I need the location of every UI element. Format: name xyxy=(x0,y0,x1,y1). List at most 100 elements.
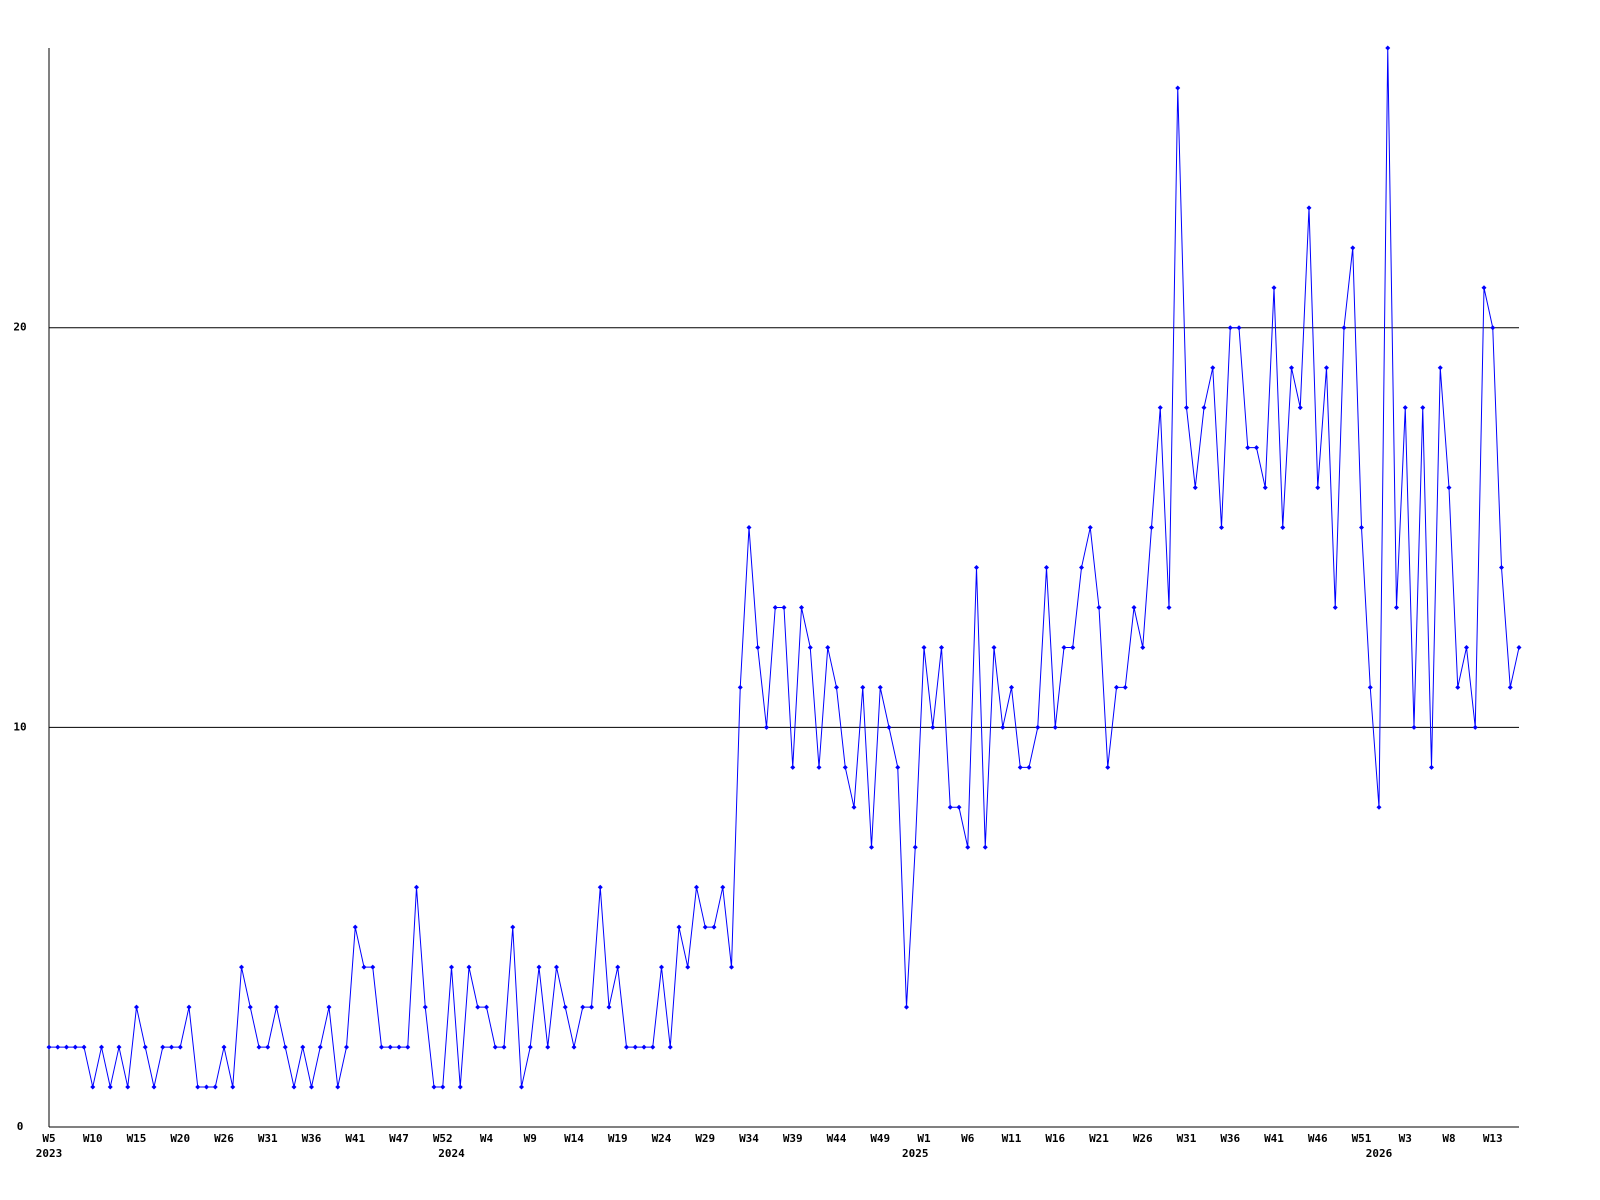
point xyxy=(1044,565,1049,571)
point xyxy=(1376,804,1382,810)
x-tick-label: W4 xyxy=(480,1132,494,1145)
point xyxy=(1315,485,1321,491)
point xyxy=(589,1004,594,1010)
point xyxy=(239,964,244,970)
point xyxy=(230,1084,236,1090)
point xyxy=(282,1044,288,1050)
point xyxy=(1464,644,1469,650)
point xyxy=(877,684,883,690)
point xyxy=(667,1044,673,1050)
x-tick-label: W8 xyxy=(1442,1132,1455,1145)
point xyxy=(737,684,743,690)
point xyxy=(1201,405,1207,411)
point xyxy=(1507,684,1513,690)
point xyxy=(807,644,813,650)
point xyxy=(379,1044,384,1050)
point xyxy=(1000,724,1006,730)
point xyxy=(309,1084,314,1090)
point xyxy=(895,764,901,770)
point xyxy=(370,964,376,970)
point xyxy=(904,1004,909,1010)
point xyxy=(947,804,953,810)
point xyxy=(1472,724,1478,730)
point xyxy=(457,1084,463,1090)
x-tick-label: W36 xyxy=(302,1132,322,1145)
point xyxy=(1446,485,1452,491)
x-tick-label: W19 xyxy=(608,1132,628,1145)
point xyxy=(414,884,419,890)
point xyxy=(825,644,831,650)
x-tick-label: W1 xyxy=(917,1132,931,1145)
point xyxy=(851,804,857,810)
point xyxy=(764,724,769,730)
x-tick-label: W14 xyxy=(564,1132,584,1145)
year-label: 2025 xyxy=(902,1147,929,1160)
point xyxy=(90,1084,96,1090)
point xyxy=(694,884,699,890)
point xyxy=(64,1044,69,1050)
point xyxy=(1411,724,1417,730)
x-tick-label: W6 xyxy=(961,1132,975,1145)
point xyxy=(1079,565,1084,571)
point xyxy=(1402,405,1408,411)
point xyxy=(1236,325,1242,331)
point xyxy=(1087,525,1093,531)
point xyxy=(291,1084,297,1090)
point xyxy=(860,684,866,690)
point xyxy=(335,1084,341,1090)
x-tick-label: W39 xyxy=(783,1132,803,1145)
point xyxy=(1271,285,1277,291)
point xyxy=(160,1044,166,1050)
point xyxy=(1350,245,1356,251)
x-tick-label: W31 xyxy=(1177,1132,1197,1145)
x-tick-label: W13 xyxy=(1483,1132,1503,1145)
point xyxy=(562,1004,568,1010)
point xyxy=(799,604,804,610)
point xyxy=(1149,525,1154,531)
point xyxy=(1096,604,1102,610)
point xyxy=(650,1044,656,1050)
point xyxy=(781,604,787,610)
point xyxy=(1289,365,1294,371)
point xyxy=(554,964,559,970)
point xyxy=(974,565,979,571)
point xyxy=(1166,604,1172,610)
point xyxy=(151,1084,157,1090)
point xyxy=(755,644,761,650)
line xyxy=(49,47,1520,1088)
point xyxy=(387,1044,393,1050)
point xyxy=(834,684,839,690)
point xyxy=(1385,45,1391,51)
point xyxy=(939,644,944,650)
point xyxy=(1341,325,1347,331)
point xyxy=(536,964,542,970)
point xyxy=(1227,325,1233,331)
point xyxy=(221,1044,227,1050)
point xyxy=(632,1044,638,1050)
x-tick-label: W49 xyxy=(870,1132,890,1145)
point xyxy=(886,724,892,730)
point xyxy=(1184,405,1189,411)
x-tick-label: W11 xyxy=(1002,1132,1022,1145)
point xyxy=(624,1044,629,1050)
point xyxy=(1359,525,1364,531)
point xyxy=(527,1044,533,1050)
point xyxy=(99,1044,104,1050)
point xyxy=(1306,205,1312,211)
x-tick-label: W26 xyxy=(214,1132,234,1145)
point xyxy=(1192,485,1198,491)
x-tick-label: W16 xyxy=(1045,1132,1065,1145)
point xyxy=(256,1044,262,1050)
point xyxy=(1262,485,1268,491)
x-tick-label: W41 xyxy=(345,1132,365,1145)
point xyxy=(274,1004,279,1010)
y-tick-label: 0 xyxy=(17,1120,24,1133)
x-tick-label: W15 xyxy=(127,1132,147,1145)
point xyxy=(1280,525,1286,531)
x-tick-label: W34 xyxy=(739,1132,759,1145)
point xyxy=(641,1044,647,1050)
point xyxy=(615,964,621,970)
point xyxy=(912,844,918,850)
point xyxy=(1297,405,1303,411)
